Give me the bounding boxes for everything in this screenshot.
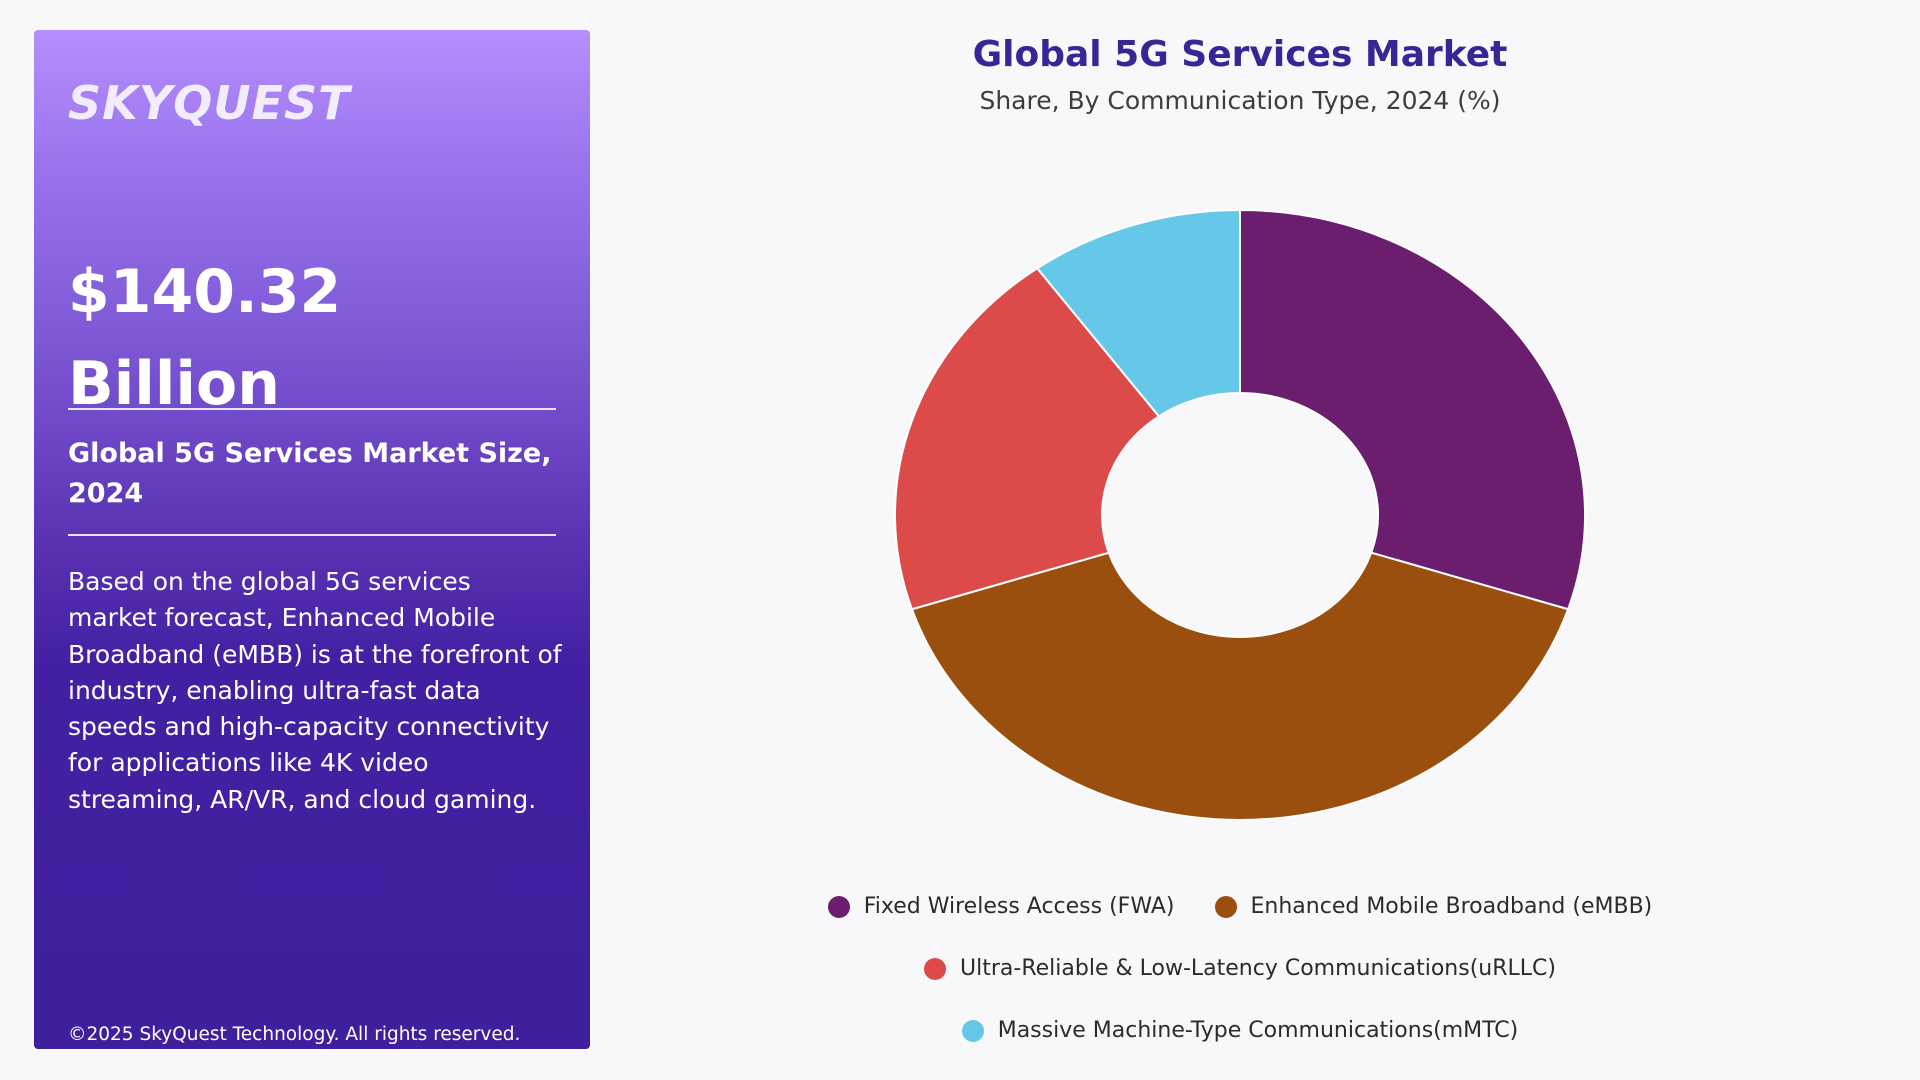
legend-swatch-mmtc — [961, 1019, 984, 1042]
slice-mmtc — [1035, 208, 1241, 418]
slice-urllc — [894, 266, 1161, 611]
divider-bottom — [68, 534, 556, 536]
slice-embb — [910, 551, 1570, 821]
market-size-value: $140.32 Billion — [68, 246, 556, 430]
market-size-unit: Billion — [68, 349, 280, 419]
chart-subtitle: Share, By Communication Type, 2024 (%) — [979, 86, 1501, 115]
copyright-notice: ©2025 SkyQuest Technology. All rights re… — [68, 1024, 521, 1045]
market-size-label: Global 5G Services Market Size, 2024 — [68, 438, 552, 509]
legend-row-3: Massive Machine-Type Communications(mMTC… — [620, 1018, 1860, 1043]
market-description: Based on the global 5G services market f… — [68, 567, 562, 814]
summary-panel: SKYQUEST $140.32 Billion Global 5G Servi… — [34, 30, 590, 1049]
legend-label-fwa: Fixed Wireless Access (FWA) — [863, 894, 1175, 919]
legend-item-urllc: Ultra-Reliable & Low-Latency Communicati… — [924, 956, 1556, 981]
divider-top — [68, 408, 556, 410]
legend-item-fwa: Fixed Wireless Access (FWA) — [827, 894, 1175, 919]
donut-chart — [894, 208, 1586, 821]
legend-row-1: Fixed Wireless Access (FWA) Enhanced Mob… — [620, 894, 1860, 919]
legend-swatch-embb — [1214, 895, 1237, 918]
legend-item-mmtc: Massive Machine-Type Communications(mMTC… — [961, 1018, 1519, 1043]
legend-swatch-fwa — [827, 895, 850, 918]
legend-label-embb: Enhanced Mobile Broadband (eMBB) — [1250, 894, 1653, 919]
legend-label-mmtc: Massive Machine-Type Communications(mMTC… — [997, 1018, 1519, 1043]
legend-row-2: Ultra-Reliable & Low-Latency Communicati… — [620, 956, 1860, 981]
legend-swatch-urllc — [924, 957, 947, 980]
skyquest-logo: SKYQUEST — [68, 76, 351, 130]
legend-label-urllc: Ultra-Reliable & Low-Latency Communicati… — [960, 956, 1556, 981]
chart-title: Global 5G Services Market — [972, 34, 1508, 75]
slice-fwa — [1239, 208, 1586, 611]
market-size-amount: $140.32 — [68, 257, 342, 327]
legend-item-embb: Enhanced Mobile Broadband (eMBB) — [1214, 894, 1653, 919]
